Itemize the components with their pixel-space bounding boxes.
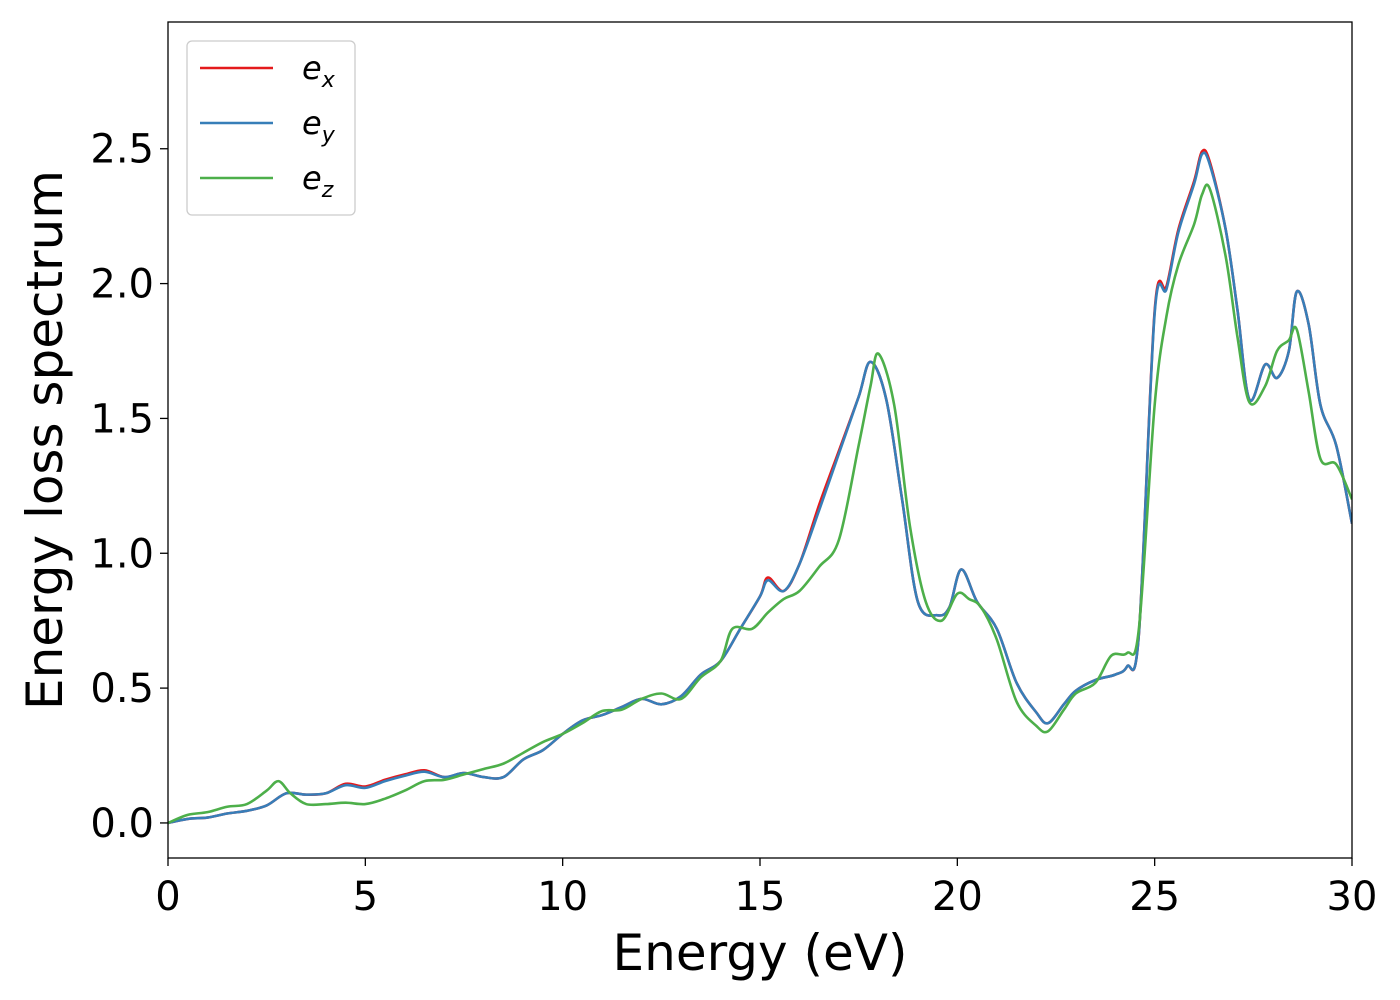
x-tick-label: 30 [1327,874,1378,920]
x-tick-label: 5 [353,874,378,920]
x-tick-label: 15 [735,874,786,920]
y-tick-label: 2.5 [90,127,154,173]
y-axis-label: Energy loss spectrum [16,170,74,710]
legend-label-ey: ey [302,104,336,148]
x-tick-label: 25 [1129,874,1180,920]
series-line-ey [168,151,1352,825]
x-axis: 0 5 10 15 20 25 30 [155,858,1377,920]
y-tick-label: 0.0 [90,801,154,847]
x-tick-label: 0 [155,874,180,920]
y-tick-label: 2.0 [90,262,154,308]
y-tick-label: 1.0 [90,531,154,577]
series-group [168,148,1352,825]
legend: ex ey ez [186,40,356,216]
x-tick-label: 20 [932,874,983,920]
x-tick-label: 10 [537,874,588,920]
y-axis: 0.0 0.5 1.0 1.5 2.0 2.5 [90,127,168,847]
y-tick-label: 0.5 [90,666,154,712]
y-tick-label: 1.5 [90,396,154,442]
series-line-ez [168,183,1352,825]
x-axis-label: Energy (eV) [613,924,908,982]
legend-label-ez: ez [302,159,334,203]
legend-label-ex: ex [302,49,336,93]
legend-box [186,40,356,216]
